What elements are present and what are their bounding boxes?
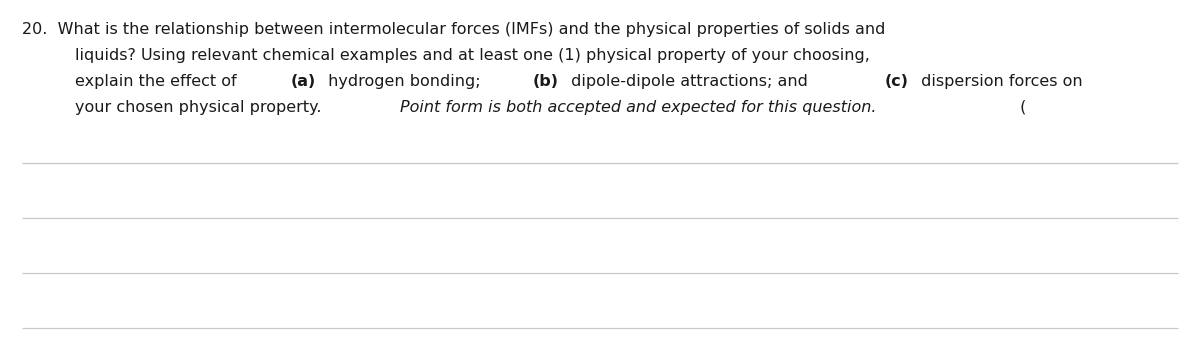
Text: hydrogen bonding;: hydrogen bonding; <box>323 74 486 89</box>
Text: your chosen physical property.: your chosen physical property. <box>74 100 326 115</box>
Text: Point form is both accepted and expected for this question.: Point form is both accepted and expected… <box>400 100 876 115</box>
Text: 20.  What is the relationship between intermolecular forces (IMFs) and the physi: 20. What is the relationship between int… <box>22 22 886 37</box>
Text: liquids? Using relevant chemical examples and at least one (1) physical property: liquids? Using relevant chemical example… <box>74 48 870 63</box>
Text: (a): (a) <box>290 74 316 89</box>
Text: (b): (b) <box>533 74 559 89</box>
Text: (c): (c) <box>886 74 910 89</box>
Text: dispersion forces on: dispersion forces on <box>916 74 1082 89</box>
Text: explain the effect of: explain the effect of <box>74 74 241 89</box>
Text: dipole-dipole attractions; and: dipole-dipole attractions; and <box>566 74 814 89</box>
Text: (: ( <box>1014 100 1026 115</box>
